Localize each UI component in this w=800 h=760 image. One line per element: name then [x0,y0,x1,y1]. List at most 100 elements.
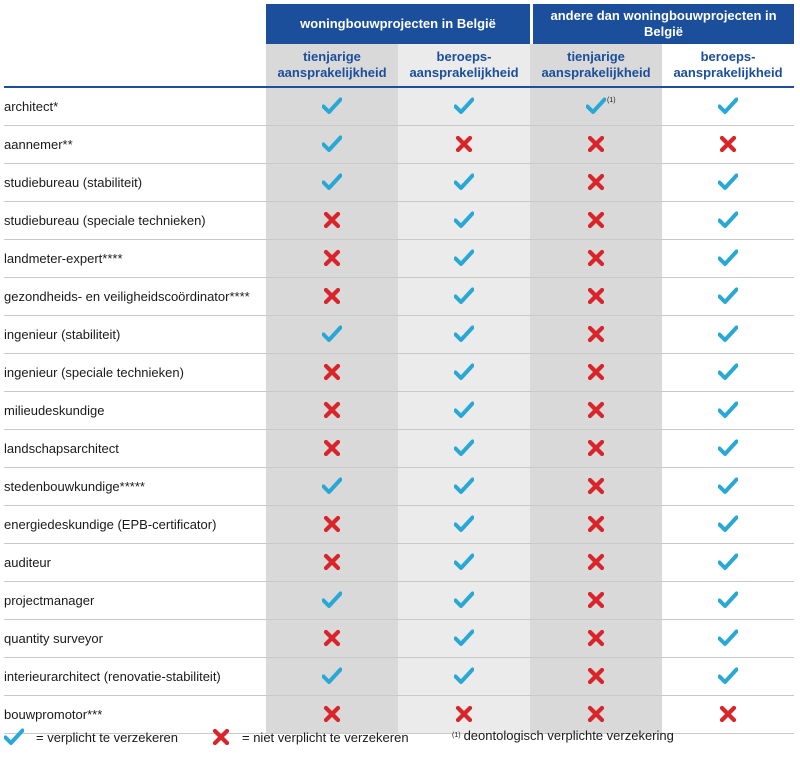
mark-cell [662,240,795,278]
cross-icon [323,554,341,571]
row-label: gezondheids- en veiligheidscoördinator**… [4,278,266,316]
check-icon [322,97,342,115]
check-icon [454,629,474,647]
mark-cell [398,468,531,506]
mark-cell [530,658,663,696]
group-header-non-housing: andere dan woningbouwprojecten in België [530,4,795,44]
mark-cell [662,658,795,696]
row-label: aannemer** [4,126,266,164]
check-icon [454,515,474,533]
cross-icon [323,364,341,381]
table-row: ingenieur (stabiliteit) [4,316,795,354]
mark-cell [266,506,398,544]
table-row: interieurarchitect (renovatie-stabilitei… [4,658,795,696]
check-icon [718,325,739,343]
row-label: interieurarchitect (renovatie-stabilitei… [4,658,266,696]
cross-icon [323,516,341,533]
mark-cell [398,278,531,316]
mark-cell: (1) [530,88,663,126]
cross-icon [455,136,473,153]
mark-cell [662,354,795,392]
table-row: architect* (1) [4,88,795,126]
mark-cell [398,354,531,392]
cross-icon [323,250,341,267]
footnote-marker: (1) [607,97,616,104]
check-icon [718,591,739,609]
mark-cell [662,506,795,544]
check-icon [454,211,474,229]
cross-icon [719,706,737,723]
table-body: architect* (1) aannemer** studiebureau (sta… [4,88,795,734]
mark-cell [398,658,531,696]
mark-cell [398,544,531,582]
mark-cell [530,126,663,164]
table-row: stedenbouwkundige***** [4,468,795,506]
cross-icon [587,174,605,191]
mark-cell [266,126,398,164]
mark-cell [530,696,663,734]
row-label: studiebureau (stabiliteit) [4,164,266,202]
table-row: gezondheids- en veiligheidscoördinator**… [4,278,795,316]
cross-icon [587,668,605,685]
mark-cell [530,392,663,430]
cross-icon [587,706,605,723]
legend-note-item: (1) deontologisch verplichte verzekering [452,728,674,743]
check-icon [718,287,739,305]
subheader-blank [4,44,266,88]
mark-cell [662,696,795,734]
row-label: energiedeskundige (EPB-certificator) [4,506,266,544]
mark-cell [662,126,795,164]
cross-icon [587,212,605,229]
check-icon [322,477,342,495]
mark-cell [530,240,663,278]
mark-cell [662,202,795,240]
row-label: quantity surveyor [4,620,266,658]
table-row: quantity surveyor [4,620,795,658]
col-header-beroeps-housing: beroeps- aansprakelijkheid [398,44,531,88]
header-blank [4,4,266,44]
check-icon [454,401,474,419]
cross-icon [587,402,605,419]
cross-icon [323,402,341,419]
check-icon [454,363,474,381]
cross-icon [455,706,473,723]
mark-cell [398,392,531,430]
mark-cell [398,582,531,620]
table-row: milieudeskundige [4,392,795,430]
mark-cell [530,316,663,354]
mark-cell [530,620,663,658]
mark-cell [398,202,531,240]
col-header-tienjarige-housing: tienjarige aansprakelijkheid [266,44,398,88]
legend-check-text: = verplicht te verzekeren [36,729,178,745]
check-icon [454,477,474,495]
mark-cell [266,468,398,506]
check-icon [718,629,739,647]
mark-cell [530,468,663,506]
col-header-tienjarige-non-housing: tienjarige aansprakelijkheid [530,44,663,88]
check-icon [454,173,474,191]
cross-icon [587,630,605,647]
mark-cell [662,430,795,468]
table-row: landschapsarchitect [4,430,795,468]
cross-icon [719,136,737,153]
row-label: studiebureau (speciale technieken) [4,202,266,240]
mark-cell [530,164,663,202]
cross-icon [587,554,605,571]
legend-cross-text: = niet verplicht te verzekeren [242,729,409,745]
mark-cell [662,392,795,430]
table-row: energiedeskundige (EPB-certificator) [4,506,795,544]
mark-cell [266,240,398,278]
check-icon [718,553,739,571]
cross-icon [323,288,341,305]
insurance-table: woningbouwprojecten in België andere dan… [4,4,795,734]
check-icon [322,325,342,343]
mark-cell [266,544,398,582]
cross-icon [587,592,605,609]
mark-cell [530,430,663,468]
cross-icon [587,364,605,381]
check-icon [718,211,739,229]
mark-cell [398,240,531,278]
check-icon [454,325,474,343]
check-icon [454,553,474,571]
row-label: bouwpromotor*** [4,696,266,734]
